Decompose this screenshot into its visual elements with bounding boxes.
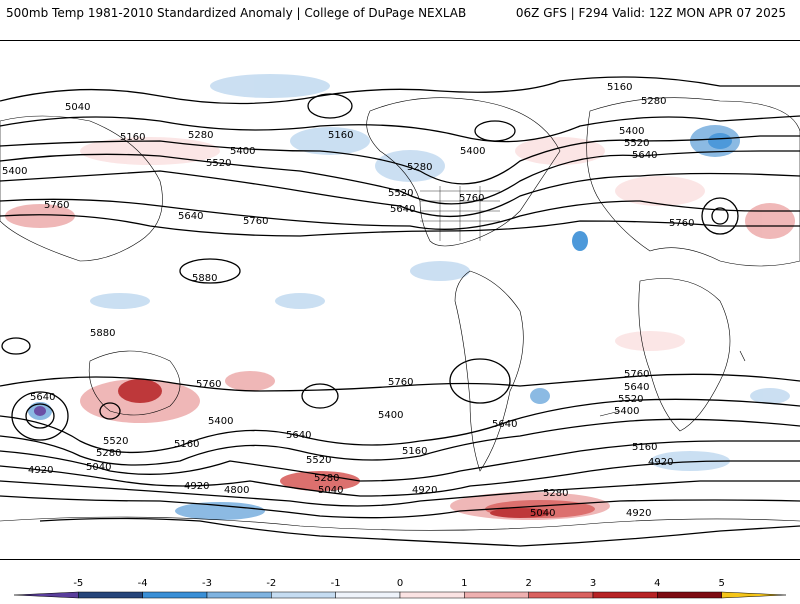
- contour-label: 5040: [318, 485, 343, 496]
- contour-label: 4920: [184, 481, 209, 492]
- colorbar-segment: [206, 591, 272, 599]
- antarctica-outline: [0, 516, 800, 531]
- contour-label: 5640: [492, 419, 517, 430]
- colorbar-tick-label: 2: [525, 578, 531, 589]
- contour-label: 5400: [378, 410, 403, 421]
- contour-label: 5280: [407, 162, 432, 173]
- chart-title: 500mb Temp 1981-2010 Standardized Anomal…: [6, 6, 467, 20]
- contour-label: 5520: [103, 436, 128, 447]
- anomaly-shading: [5, 74, 795, 520]
- contour-label: 5520: [306, 455, 331, 466]
- contour-label: 5280: [641, 96, 666, 107]
- contour-label: 5760: [669, 218, 694, 229]
- contour-label: 4920: [28, 465, 53, 476]
- colorbar-segment: [721, 591, 787, 599]
- map-canvas: 5040 5160 5280 5400 5400 5520 5640 5760 …: [0, 74, 800, 547]
- contour-label: 5280: [188, 130, 213, 141]
- colorbar-tick-label: -5: [73, 578, 83, 589]
- contour-label: 5760: [243, 216, 268, 227]
- contour-label: 5640: [390, 204, 415, 215]
- colorbar-tick-label: 4: [654, 578, 660, 589]
- eurasia-outline: [586, 97, 800, 267]
- colorbar-segments: [13, 591, 787, 599]
- contour-label: 5520: [624, 138, 649, 149]
- australia-outline: [88, 350, 181, 416]
- asia-west-outline: [0, 115, 163, 262]
- colorbar-segment: [592, 591, 658, 599]
- colorbar-segment: [142, 591, 208, 599]
- contour-label: 5160: [328, 130, 353, 141]
- contour-label: 5760: [44, 200, 69, 211]
- contour-label: 5760: [196, 379, 221, 390]
- contour-label: 5040: [86, 462, 111, 473]
- contour-label: 5400: [230, 146, 255, 157]
- colorbar-legend: -5 -4 -3 -2 -1 0 1 2 3 4 5: [0, 572, 800, 600]
- contour-label: 5400: [208, 416, 233, 427]
- contour-label: 5520: [388, 188, 413, 199]
- colorbar-tick-label: 1: [461, 578, 467, 589]
- contour-label: 4920: [626, 508, 651, 519]
- contour-label: 5640: [632, 150, 657, 161]
- contour-labels: 5040 5160 5280 5400 5400 5520 5640 5760 …: [2, 82, 694, 519]
- contour-label: 5760: [388, 377, 413, 388]
- contour-label: 5280: [96, 448, 121, 459]
- colorbar-segment: [657, 591, 722, 599]
- contour-label: 4920: [412, 485, 437, 496]
- colorbar-segment: [464, 591, 529, 599]
- contour-label: 5160: [402, 446, 427, 457]
- contour-label: 5160: [607, 82, 632, 93]
- colorbar-segment: [271, 591, 336, 599]
- contour-label: 5640: [30, 392, 55, 403]
- colorbar-tick-label: 5: [718, 578, 724, 589]
- contour-label: 5160: [632, 442, 657, 453]
- contour-label: 5040: [65, 102, 90, 113]
- model-run-info: 06Z GFS | F294 Valid: 12Z MON APR 07 202…: [515, 6, 786, 20]
- contour-label: 5040: [530, 508, 555, 519]
- contour-label: 5400: [2, 166, 27, 177]
- height-contours: [0, 76, 800, 547]
- contour-label: 5280: [314, 473, 339, 484]
- contour-label: 5520: [206, 158, 231, 169]
- colorbar-segment: [13, 591, 79, 599]
- colorbar-tick-label: 0: [397, 578, 403, 589]
- contour-label: 4920: [648, 457, 673, 468]
- contour-label: 5760: [624, 369, 649, 380]
- contour-label: 5640: [624, 382, 649, 393]
- coastlines: [0, 97, 800, 531]
- colorbar-tick-label: 3: [590, 578, 596, 589]
- contour-label: 5760: [459, 193, 484, 204]
- contour-label: 5880: [192, 273, 217, 284]
- contour-label: 5400: [619, 126, 644, 137]
- contour-label: 5160: [174, 439, 199, 450]
- north-america-outline: [366, 97, 561, 247]
- colorbar-segment: [528, 591, 594, 599]
- anomaly-map: 5040 5160 5280 5400 5400 5520 5640 5760 …: [0, 40, 800, 560]
- south-america-outline: [454, 270, 524, 472]
- contour-label: 5520: [618, 394, 643, 405]
- colorbar-ticks: -5 -4 -3 -2 -1 0 1 2 3 4 5: [73, 578, 725, 589]
- colorbar-svg: -5 -4 -3 -2 -1 0 1 2 3 4 5: [13, 578, 787, 599]
- colorbar-segment: [335, 591, 401, 599]
- colorbar-tick-label: -2: [266, 578, 276, 589]
- contour-label: 4800: [224, 485, 249, 496]
- contour-label: 5160: [120, 132, 145, 143]
- africa-outline: [638, 278, 731, 432]
- contour-label: 5400: [614, 406, 639, 417]
- colorbar-segment: [399, 591, 465, 599]
- colorbar-tick-label: -1: [331, 578, 341, 589]
- colorbar-tick-label: -3: [202, 578, 212, 589]
- colorbar-tick-label: -4: [138, 578, 148, 589]
- contour-label: 5640: [286, 430, 311, 441]
- colorbar-segment: [78, 591, 143, 599]
- contour-label: 5880: [90, 328, 115, 339]
- contour-label: 5280: [543, 488, 568, 499]
- contour-label: 5640: [178, 211, 203, 222]
- cold-anomaly-patch: [210, 74, 330, 98]
- contour-label: 5400: [460, 146, 485, 157]
- us-state-borders: [420, 186, 500, 241]
